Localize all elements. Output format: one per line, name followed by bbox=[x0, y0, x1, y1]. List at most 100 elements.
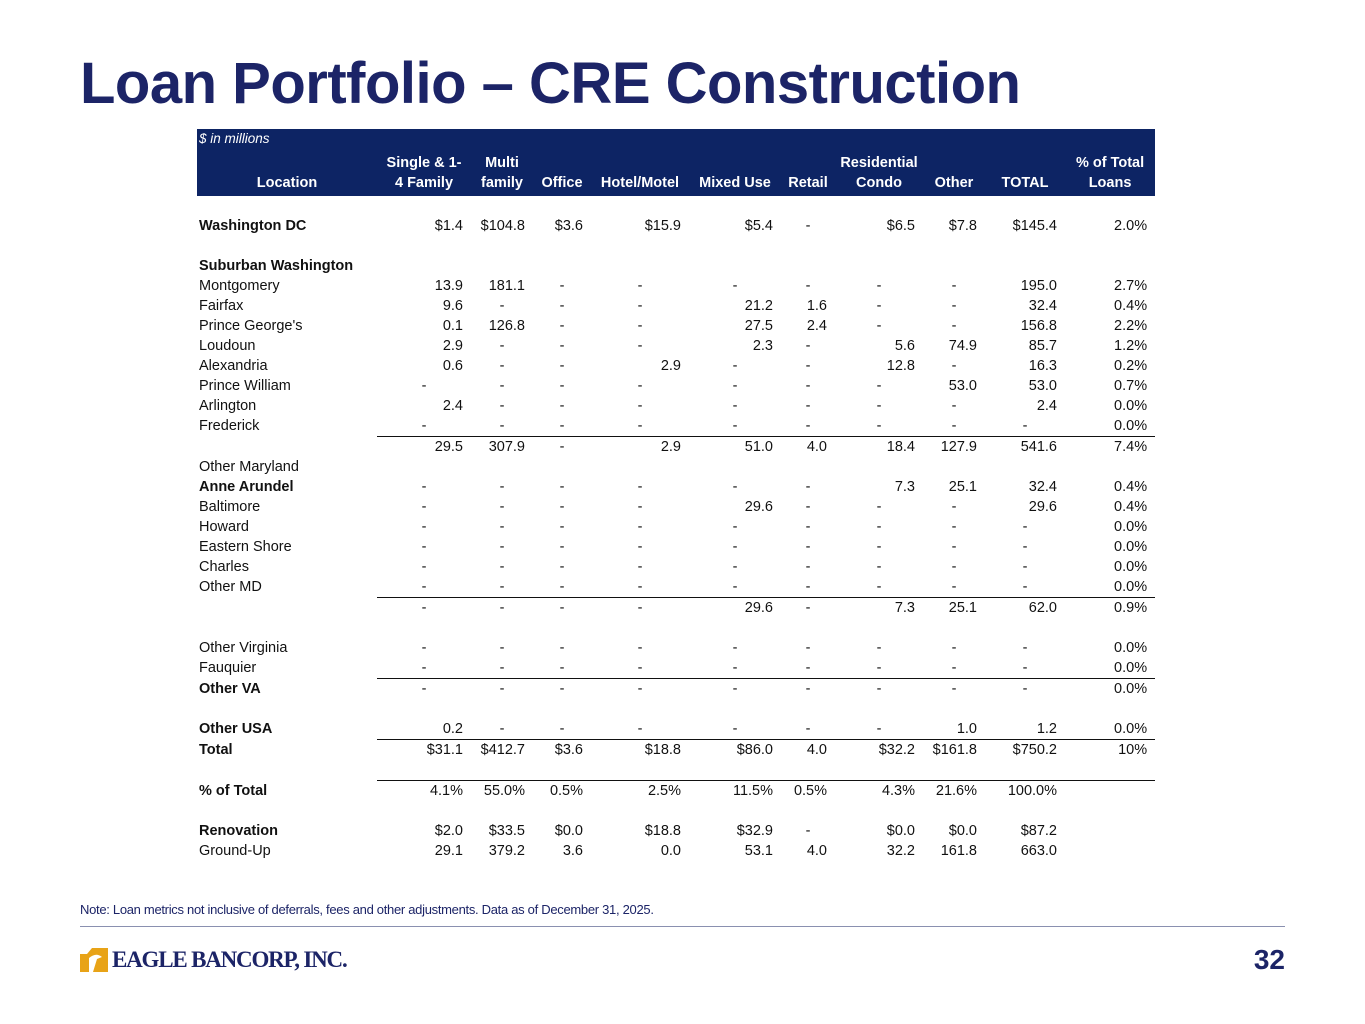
table-cell: 3.6 bbox=[562, 843, 583, 859]
table-row: % of Total 4.1% 55.0% 0.5% 2.5% 11.5% 0.5% 4.3%… bbox=[197, 780, 1156, 801]
table-cell: 74.9 bbox=[948, 338, 977, 354]
table-cell: - bbox=[499, 338, 505, 354]
table-cell: - bbox=[732, 358, 738, 374]
table-cell: - bbox=[559, 358, 565, 374]
empty-cell bbox=[377, 256, 1155, 276]
table-cell: - bbox=[835, 678, 923, 699]
table-cell bbox=[1065, 841, 1155, 861]
table-cell: - bbox=[876, 499, 882, 515]
row-label: Total bbox=[199, 741, 233, 758]
table-cell: - bbox=[876, 559, 882, 575]
table-cell: 0.0% bbox=[1114, 721, 1148, 737]
table-row: Charles - - - - - - - - - 0.0% bbox=[197, 557, 1155, 577]
table-cell: - bbox=[1022, 660, 1028, 676]
column-header-line1: % of Total bbox=[1075, 155, 1145, 171]
table-cell: - bbox=[499, 559, 505, 575]
table-cell: 1.0 bbox=[956, 721, 977, 737]
table-cell: $412.7 bbox=[471, 739, 533, 760]
table-cell: 32.2 bbox=[886, 843, 915, 859]
table-cell: 1.2 bbox=[1036, 721, 1057, 737]
table-cell bbox=[1065, 780, 1156, 801]
column-header: Residential Condo bbox=[835, 146, 923, 196]
column-header-line2: 4 Family bbox=[394, 175, 454, 191]
row-label bbox=[197, 437, 377, 458]
table-cell: 29.1 bbox=[434, 843, 463, 859]
table-cell: - bbox=[559, 479, 565, 495]
table-cell: 0.4% bbox=[1114, 499, 1148, 515]
column-header: Mixed Use bbox=[689, 146, 781, 196]
table-cell: - bbox=[499, 378, 505, 394]
table-cell: - bbox=[732, 721, 738, 737]
table-cell: 29.6 bbox=[744, 499, 773, 515]
footnote: Note: Loan metrics not inclusive of defe… bbox=[80, 902, 654, 917]
row-label: Baltimore bbox=[199, 499, 261, 515]
row-label: Ground-Up bbox=[199, 843, 271, 859]
row-label: Renovation bbox=[199, 823, 278, 839]
table-cell: $86.0 bbox=[689, 739, 781, 760]
table-cell: 32.4 bbox=[1028, 479, 1057, 495]
table-cell: - bbox=[637, 418, 643, 434]
column-header: Single & 1- 4 Family bbox=[377, 146, 471, 196]
table-cell: - bbox=[951, 278, 957, 294]
table-cell: 127.9 bbox=[923, 436, 985, 457]
row-label: Alexandria bbox=[199, 358, 268, 374]
table-cell: - bbox=[951, 318, 957, 334]
table-cell: 0.0% bbox=[1114, 579, 1148, 595]
table-cell: $7.8 bbox=[948, 218, 977, 234]
table-cell: 53.0 bbox=[1028, 378, 1057, 394]
table-cell: $104.8 bbox=[480, 218, 525, 234]
table-cell: 0.6 bbox=[442, 358, 463, 374]
column-header-line2: Other bbox=[934, 175, 974, 191]
table-cell: - bbox=[876, 298, 882, 314]
table-cell: - bbox=[421, 418, 427, 434]
table-cell: - bbox=[421, 539, 427, 555]
row-label: Anne Arundel bbox=[199, 479, 294, 495]
table-cell: 0.4% bbox=[1114, 298, 1148, 314]
table-cell: 0.1 bbox=[442, 318, 463, 334]
table-cell: - bbox=[732, 378, 738, 394]
column-header: Multi family bbox=[471, 146, 533, 196]
row-label: Other Maryland bbox=[199, 459, 299, 475]
table-cell: $750.2 bbox=[985, 739, 1065, 760]
table-cell: - bbox=[421, 479, 427, 495]
table-cell: - bbox=[805, 479, 811, 495]
table-cell: - bbox=[923, 678, 985, 699]
table-cell: - bbox=[559, 559, 565, 575]
cre-construction-table: $ in millions Location Single & 1- 4 Famil… bbox=[197, 129, 1156, 861]
table-cell: 4.0 bbox=[781, 436, 835, 457]
table-cell: 100.0% bbox=[985, 780, 1065, 801]
table-cell: 307.9 bbox=[471, 436, 533, 457]
table-row: Howard - - - - - - - - - 0.0% bbox=[197, 517, 1155, 537]
table-cell: - bbox=[805, 398, 811, 414]
table-row: Loudoun 2.9 - - - 2.3 - 5.6 74.9 85.7 1.2% bbox=[197, 336, 1155, 356]
table-row: - - - -29.6-7.3 25.1 62.0 0.9% bbox=[197, 597, 1156, 618]
table-cell: - bbox=[499, 298, 505, 314]
column-header-line2: Condo bbox=[856, 175, 902, 191]
table-row: Fauquier - - - - - - - - - 0.0% bbox=[197, 658, 1155, 679]
table-cell: $87.2 bbox=[1020, 823, 1057, 839]
table-cell: - bbox=[876, 539, 882, 555]
table-cell: - bbox=[732, 479, 738, 495]
column-header-line1: Single & 1- bbox=[386, 155, 462, 171]
row-label: Loudoun bbox=[199, 338, 256, 354]
table-cell: - bbox=[951, 418, 957, 434]
table-cell: - bbox=[533, 597, 591, 618]
spacer-row bbox=[197, 196, 1155, 216]
row-label: Washington DC bbox=[199, 218, 307, 234]
table-cell: 0.0 bbox=[660, 843, 681, 859]
table-cell: 126.8 bbox=[488, 318, 525, 334]
table-cell: - bbox=[951, 559, 957, 575]
row-label: Arlington bbox=[199, 398, 257, 414]
table-cell: - bbox=[1022, 579, 1028, 595]
table-cell: - bbox=[421, 579, 427, 595]
table-cell: - bbox=[951, 519, 957, 535]
table-cell: - bbox=[499, 579, 505, 595]
column-header: Hotel/Motel bbox=[591, 146, 689, 196]
table-cell: $6.5 bbox=[886, 218, 915, 234]
table-header: $ in millions Location Single & 1- 4 Famil… bbox=[197, 129, 1156, 196]
table-row: Prince William - - - - - - - 53.0 53.0 0.7% bbox=[197, 376, 1155, 396]
table-cell: $15.9 bbox=[644, 218, 681, 234]
table-cell: - bbox=[732, 579, 738, 595]
row-label: % of Total bbox=[199, 782, 268, 799]
table-cell: $18.8 bbox=[591, 739, 689, 760]
